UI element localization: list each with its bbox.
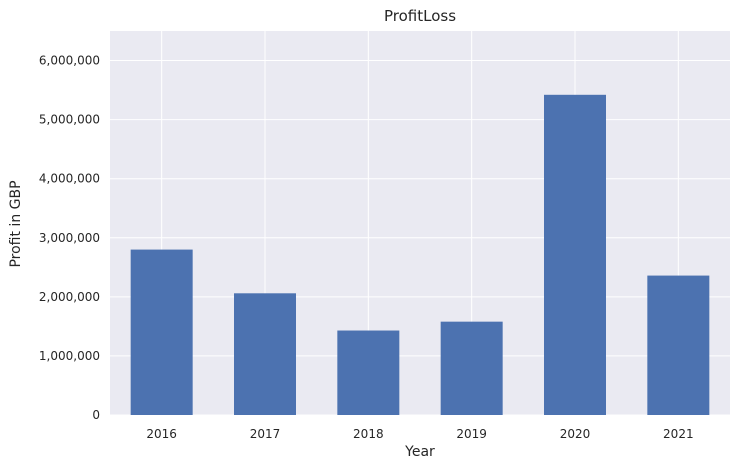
x-tick-label: 2018 — [353, 427, 384, 441]
chart-title: ProfitLoss — [384, 7, 456, 25]
bar-2019 — [440, 321, 503, 415]
y-axis-label: Profit in GBP — [8, 180, 24, 267]
y-axis-ticks: 0 1,000,000 2,000,000 3,000,000 4,000,000 5,0… — [39, 54, 100, 422]
y-tick-label: 4,000,000 — [39, 172, 100, 186]
y-tick-label: 1,000,000 — [39, 349, 100, 363]
y-tick-label: 5,000,000 — [39, 113, 100, 127]
bar-2020 — [544, 94, 606, 416]
x-tick-label: 2020 — [560, 427, 591, 441]
bar-2016 — [130, 249, 193, 415]
y-tick-label: 0 — [92, 408, 100, 422]
x-tick-label: 2019 — [456, 427, 487, 441]
x-tick-label: 2016 — [146, 427, 177, 441]
x-tick-label: 2021 — [663, 427, 694, 441]
plot-area — [110, 31, 730, 415]
bar-2021 — [647, 275, 710, 415]
y-tick-label: 6,000,000 — [39, 54, 100, 68]
y-tick-label: 3,000,000 — [39, 231, 100, 245]
x-tick-label: 2017 — [250, 427, 281, 441]
y-tick-label: 2,000,000 — [39, 290, 100, 304]
x-axis-label: Year — [404, 444, 435, 460]
bar-2018 — [337, 330, 400, 415]
x-axis-ticks: 2016 2017 2018 2019 2020 2021 — [146, 427, 693, 441]
bar-2017 — [234, 293, 296, 415]
bars — [130, 94, 710, 416]
